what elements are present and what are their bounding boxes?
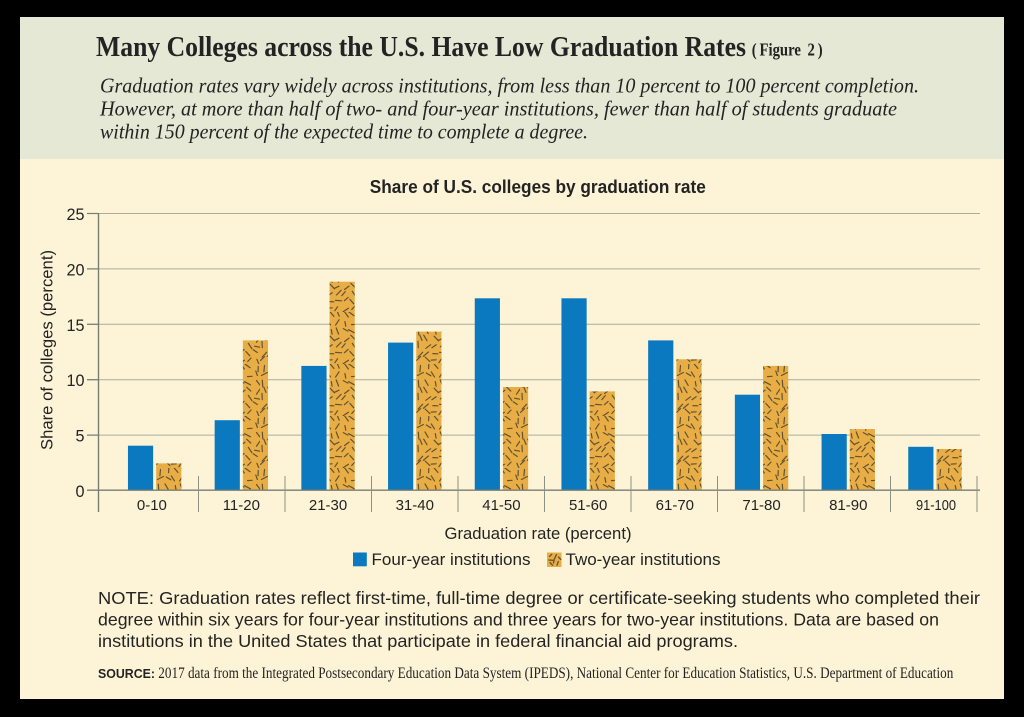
svg-text:Four-year institutions: Four-year institutions (372, 551, 531, 569)
svg-text:Many Colleges across the U.S.: Many Colleges across the U.S. Have Low G… (96, 32, 746, 63)
svg-text:NOTE: Graduation rates reflect: NOTE: Graduation rates reflect first-tim… (98, 588, 980, 608)
svg-text:SOURCE:: SOURCE: (98, 667, 155, 681)
svg-text:degree within six years for fo: degree within six years for four-year in… (98, 610, 939, 630)
svg-text:51-60: 51-60 (569, 497, 607, 514)
svg-text:0: 0 (75, 483, 84, 501)
svg-text:11-20: 11-20 (223, 497, 260, 514)
svg-text:Two-year institutions: Two-year institutions (566, 551, 721, 569)
svg-text:10: 10 (66, 372, 84, 390)
svg-text:21-30: 21-30 (309, 497, 347, 514)
svg-text:31-40: 31-40 (396, 497, 434, 514)
svg-text:5: 5 (75, 428, 84, 446)
svg-text:within 150 percent of the expe: within 150 percent of the expected time … (100, 120, 588, 144)
svg-text:91-100: 91-100 (916, 497, 956, 514)
svg-text:institutions in the United Sta: institutions in the United States that p… (98, 631, 738, 651)
svg-text:Graduation rate (percent): Graduation rate (percent) (445, 524, 632, 543)
svg-text:0-10: 0-10 (137, 497, 167, 514)
svg-text:( Figure 2 ): ( Figure 2 ) (752, 40, 823, 60)
svg-text:Share of colleges (percent): Share of colleges (percent) (38, 250, 57, 450)
svg-text:2017 data from the Integrated: 2017 data from the Integrated Postsecond… (158, 665, 953, 682)
svg-text:71-80: 71-80 (742, 497, 780, 514)
svg-text:Share of U.S. colleges by grad: Share of U.S. colleges by graduation rat… (370, 176, 706, 197)
svg-text:20: 20 (66, 261, 84, 279)
svg-text:25: 25 (66, 206, 84, 224)
svg-text:Graduation rates vary widely a: Graduation rates vary widely across inst… (100, 74, 919, 98)
svg-text:41-50: 41-50 (482, 497, 520, 514)
svg-text:81-90: 81-90 (829, 497, 867, 514)
svg-text:15: 15 (66, 317, 84, 335)
svg-text:However, at more than half of: However, at more than half of two- and f… (99, 97, 897, 121)
svg-text:61-70: 61-70 (656, 497, 694, 514)
